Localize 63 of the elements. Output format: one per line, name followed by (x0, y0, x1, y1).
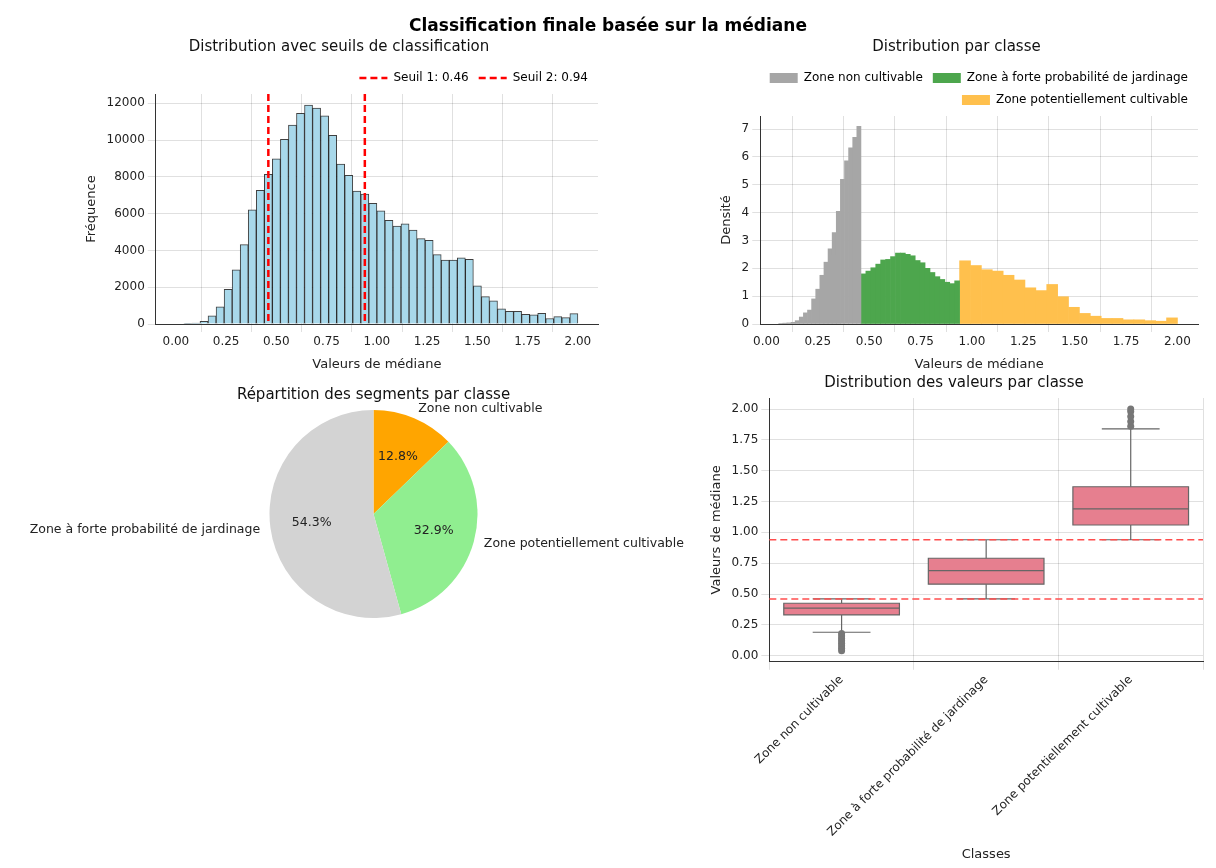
x-tick-label: 0.50 (855, 334, 883, 349)
x-tick-label: 1.25 (413, 334, 441, 349)
legend-label: Zone non cultivable (803, 70, 923, 85)
y-tick-label: 4 (741, 204, 750, 219)
chart-title: Distribution des valeurs par classe (824, 372, 1084, 391)
x-tick-label: 1.50 (1061, 334, 1089, 349)
x-tick-label: 0.00 (753, 334, 780, 349)
x-tick-label: 2.00 (1164, 334, 1191, 349)
y-tick-label: 0.50 (731, 586, 759, 601)
y-tick-label: 2 (741, 260, 750, 275)
y-tick-label: 4000 (114, 242, 145, 257)
legend-label: Seuil 2: 0.94 (512, 70, 589, 85)
y-tick-label: 1.50 (731, 462, 759, 477)
x-axis-title: Valeurs de médiane (914, 355, 1044, 371)
x-tick-label: 0.75 (907, 334, 934, 349)
chart-title: Distribution avec seuils de classification (188, 36, 490, 55)
y-tick-label: 1 (741, 288, 750, 303)
x-tick-label: 0.00 (162, 334, 190, 349)
y-tick-label: 1.00 (731, 524, 759, 539)
y-tick-label: 3 (741, 232, 750, 247)
data-label: 12.8% (378, 447, 418, 463)
y-tick-label: 1.75 (731, 432, 759, 447)
x-tick-label: 1.00 (958, 334, 986, 349)
y-tick-label: 7 (741, 121, 750, 136)
y-axis-title: Densité (718, 195, 734, 245)
slice-label: Zone potentiellement cultivable (483, 535, 685, 551)
x-tick-label: 0.25 (212, 334, 240, 349)
y-axis-title: Fréquence (83, 175, 99, 243)
x-tick-label: 1.50 (464, 334, 491, 349)
x-tick-label: 2.00 (564, 334, 592, 349)
legend-label: Zone à forte probabilité de jardinage (966, 70, 1189, 85)
y-tick-label: 0.25 (731, 616, 759, 631)
data-label: 32.9% (413, 521, 454, 537)
legend-label: Seuil 1: 0.46 (393, 70, 469, 85)
x-tick-label: 1.00 (363, 334, 391, 349)
x-tick-label: 1.75 (514, 334, 542, 349)
x-tick-label: 1.25 (1009, 334, 1037, 349)
y-tick-label: 0.00 (731, 647, 759, 662)
x-tick-label: 0.25 (804, 334, 832, 349)
x-tick-label: 1.75 (1112, 334, 1140, 349)
y-tick-label: 0.75 (731, 555, 759, 570)
y-tick-label: 6 (741, 149, 750, 164)
text: Classification finale basée sur la médiane (409, 15, 807, 35)
y-axis-title: Valeurs de médiane (708, 465, 724, 595)
y-tick-label: 1.25 (731, 493, 759, 508)
data-label: 54.3% (291, 513, 332, 529)
y-tick-label: 5 (741, 176, 750, 191)
slice-label: Zone à forte probabilité de jardinage (29, 520, 261, 536)
y-tick-label: 10000 (106, 132, 145, 147)
x-axis-title: Classes (961, 845, 1011, 861)
y-tick-label: 0 (741, 316, 750, 331)
y-tick-label: 2000 (114, 279, 145, 294)
chart-title: Distribution par classe (872, 36, 1041, 55)
y-tick-label: 12000 (106, 95, 145, 110)
x-tick-label: 0.75 (313, 334, 340, 349)
y-tick-label: 2.00 (731, 401, 759, 416)
y-tick-label: 0 (137, 316, 145, 331)
y-tick-label: 8000 (114, 168, 145, 183)
x-tick-label: 0.50 (263, 334, 290, 349)
chart-title: Répartition des segments par classe (236, 384, 511, 403)
y-tick-label: 6000 (114, 205, 145, 220)
legend-label: Zone potentiellement cultivable (995, 92, 1189, 107)
x-axis-title: Valeurs de médiane (312, 355, 442, 371)
